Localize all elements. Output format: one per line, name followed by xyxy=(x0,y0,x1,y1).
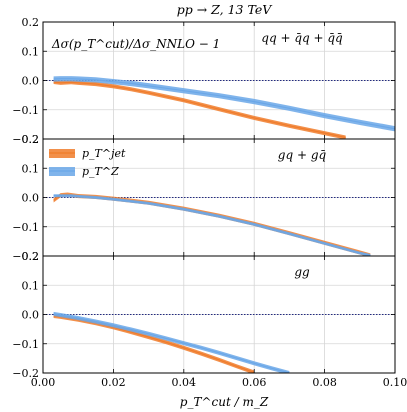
channel-label: gg xyxy=(294,265,310,279)
y-tick-label: 0.1 xyxy=(22,279,40,292)
series-band-pt-jet xyxy=(53,79,346,139)
y-tick-label: −0.1 xyxy=(12,338,39,351)
series-line-pt-z xyxy=(53,78,395,130)
y-tick-label: 0.2 xyxy=(22,133,40,146)
x-tick-label: 0.04 xyxy=(172,376,197,389)
y-tick-label: 0.0 xyxy=(22,309,40,322)
legend-label: p_T^Z xyxy=(82,165,119,178)
y-tick-label: 0.0 xyxy=(22,192,40,205)
channel-label: qq + q̄q + q̄q̄ xyxy=(261,31,343,45)
series-band-pt-z xyxy=(53,194,371,256)
x-tick-label: 0.08 xyxy=(312,376,337,389)
y-tick-label: −0.1 xyxy=(12,104,39,117)
series-band-pt-z xyxy=(53,76,395,132)
series-band-pt-jet xyxy=(53,192,371,256)
panel-2: 0.2 0.1 0.0 −0.1 −0.2 gq + gq̄ p_T^jet p_T^Z xyxy=(12,133,396,263)
series-group xyxy=(53,311,290,373)
legend-label: p_T^jet xyxy=(82,147,126,160)
x-axis: 0.00 0.02 0.04 0.06 0.08 0.10 xyxy=(31,376,407,389)
y-tick-label: −0.2 xyxy=(12,133,39,146)
y-tick-label: 0.1 xyxy=(22,45,40,58)
y-tick-label: −0.2 xyxy=(12,367,39,380)
panel-3: 0.2 0.1 0.0 −0.1 −0.2 gg xyxy=(12,250,396,380)
series-group xyxy=(53,76,395,139)
y-tick-label: −0.2 xyxy=(12,250,39,263)
y-tick-label: 0.2 xyxy=(22,16,40,29)
series-line-pt-z xyxy=(53,195,371,256)
y-tick-label: −0.1 xyxy=(12,221,39,234)
series-line-pt-jet xyxy=(53,193,371,256)
ratio-annotation: Δσ(p_T^cut)/Δσ_NNLO − 1 xyxy=(51,37,220,51)
series-group xyxy=(53,192,371,256)
x-tick-label: 0.00 xyxy=(31,376,56,389)
chart-title: pp → Z, 13 TeV xyxy=(177,2,273,17)
x-tick-label: 0.10 xyxy=(383,376,407,389)
series-band-pt-z xyxy=(53,311,290,373)
series-line-pt-z xyxy=(53,313,290,373)
series-line-pt-jet xyxy=(53,81,346,139)
x-tick-label: 0.06 xyxy=(242,376,267,389)
series-line-pt-jet xyxy=(53,315,255,373)
y-tick-label: 0.2 xyxy=(22,250,40,263)
series-band-pt-jet xyxy=(53,313,255,373)
y-tick-label: 0.1 xyxy=(22,162,40,175)
x-axis-label: p_T^cut / m_Z xyxy=(180,395,269,409)
y-tick-label: 0.0 xyxy=(22,75,40,88)
x-tick-label: 0.02 xyxy=(101,376,126,389)
channel-label: gq + gq̄ xyxy=(278,148,327,162)
panels: 0.2 0.1 0.0 −0.1 −0.2 qq + q̄q + q̄q̄ Δσ(p_T^c… xyxy=(12,16,396,380)
panel-1: 0.2 0.1 0.0 −0.1 −0.2 qq + q̄q + q̄q̄ Δσ(p_T^c… xyxy=(12,16,396,146)
